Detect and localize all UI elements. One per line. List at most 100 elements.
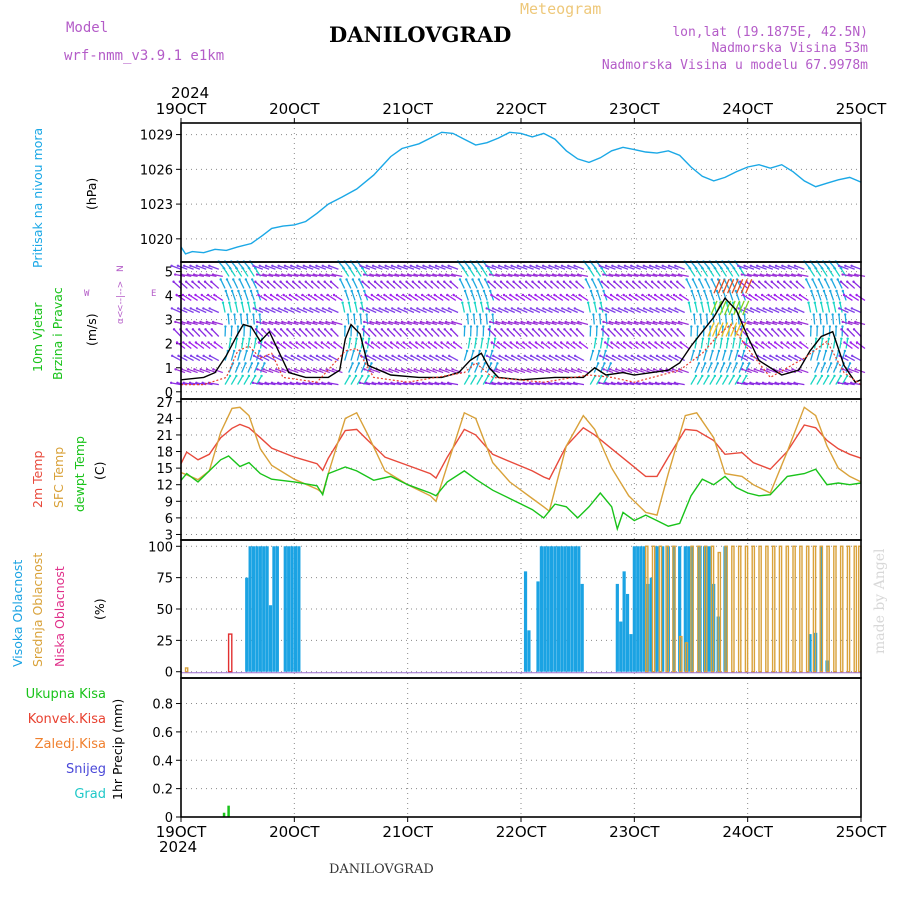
wind-arrow-head — [567, 307, 570, 310]
bar-high_cloud — [687, 546, 691, 672]
wind-arrow — [402, 294, 413, 302]
wind-arrow — [187, 321, 198, 326]
wind-arrow-head — [630, 307, 633, 310]
wind-arrow — [247, 302, 251, 313]
bars-mid_cloud — [184, 545, 862, 673]
wind-arrow-head — [659, 368, 662, 371]
wind-arrow-head — [388, 320, 391, 324]
bar-high_cloud — [672, 546, 676, 672]
wind-arrow-head — [561, 354, 564, 358]
wind-arrow — [566, 341, 576, 350]
wind-arrow-head — [288, 293, 292, 297]
wind-arrow-head — [669, 280, 673, 283]
wind-arrow — [590, 290, 595, 301]
wind-arrow — [237, 375, 244, 385]
wind-arrow — [351, 290, 356, 301]
wind-arrow — [849, 294, 860, 302]
wind-arrow — [785, 321, 796, 326]
wind-arrow-head — [565, 293, 569, 297]
wind-arrow — [261, 281, 270, 289]
wind-arrow — [356, 375, 363, 385]
wind-arrow — [631, 307, 641, 314]
wind-arrow-head — [740, 273, 744, 276]
wind-arrow — [480, 338, 484, 349]
wind-arrow-head — [822, 289, 826, 293]
wind-arrow — [572, 294, 583, 302]
wind-arrow-head — [370, 293, 373, 297]
wind-arrow-head — [567, 354, 571, 358]
wind-arrow — [173, 328, 182, 337]
y-tick-label: 1023 — [140, 198, 173, 213]
wind-arrow — [261, 328, 270, 337]
wind-arrow-head — [628, 293, 632, 297]
wind-arrow-head — [496, 362, 499, 365]
wind-arrow — [609, 321, 620, 326]
wind-arrow — [678, 321, 689, 326]
wind-arrow-head — [507, 320, 511, 324]
wind-arrow — [691, 290, 696, 301]
wind-arrow-head — [646, 368, 649, 371]
wind-arrow-head — [544, 328, 547, 331]
wind-arrow-head — [211, 273, 215, 276]
wind-arrow — [497, 294, 507, 302]
wind-arrow — [629, 294, 639, 302]
wind-arrow — [604, 341, 614, 350]
wind-arrow — [835, 290, 841, 301]
cloud-unit: (%) — [92, 598, 107, 620]
wind-arrow-head — [570, 273, 574, 276]
wind-arrow — [411, 355, 421, 362]
wind-arrow-head — [753, 320, 756, 324]
wind-arrow-head — [531, 328, 535, 331]
bar-total_precip — [222, 812, 226, 817]
wind-arrow — [350, 261, 358, 270]
wind-arrow-head — [293, 368, 297, 371]
wind-arrow — [486, 307, 497, 314]
wind-arrow-head — [309, 354, 312, 358]
wind-arrow — [721, 375, 729, 385]
wind-arrow — [847, 328, 856, 337]
wind-arrow-head — [816, 289, 819, 293]
gust-arrow — [730, 322, 738, 337]
wind-arrow — [448, 355, 459, 362]
wind-arrow — [491, 294, 501, 302]
wind-arrow-head — [563, 328, 566, 331]
wind-arrow — [611, 341, 620, 350]
wind-arrow — [370, 368, 381, 374]
wind-arrow-head — [210, 328, 214, 331]
meteogram-label: Meteogram — [520, 0, 602, 18]
wind-arrow-head — [641, 293, 644, 297]
wind-arrow-head — [616, 381, 620, 385]
wind-arrow-head — [277, 264, 280, 267]
y-tick-label: 0.2 — [152, 783, 173, 798]
wind-arrow-head — [662, 354, 665, 358]
wind-arrow-head — [420, 293, 424, 297]
wind-arrow-head — [198, 328, 201, 331]
wind-arrow — [444, 328, 453, 337]
wind-arrow — [573, 341, 583, 350]
wind-arrow — [284, 307, 295, 314]
wind-arrow — [600, 302, 604, 313]
wind-arrow-head — [424, 280, 427, 283]
wind-arrow — [420, 273, 431, 278]
wind-arrow — [282, 273, 293, 278]
wind-arrow — [721, 350, 726, 361]
wind-arrow-head — [361, 280, 364, 283]
wind-arrow — [694, 363, 700, 373]
wind-arrow-head — [630, 264, 633, 267]
wind-arrow-head — [458, 278, 462, 281]
wind-arrow-head — [504, 264, 507, 267]
wind-arrow — [845, 307, 855, 314]
wind-arrow — [600, 355, 610, 362]
wind-arrow — [515, 368, 526, 374]
wind-arrow — [625, 355, 635, 362]
wind-arrow-head — [339, 278, 342, 281]
wind-arrow — [743, 341, 753, 350]
wind-arrow-head — [545, 368, 549, 371]
wind-arrow — [452, 273, 463, 278]
wind-arrow — [417, 355, 427, 362]
wind-arrow-head — [577, 320, 580, 324]
wind-arrow-head — [603, 293, 606, 297]
wind-arrow-head — [833, 374, 836, 378]
wind-arrow — [280, 281, 289, 289]
wind-arrow — [516, 341, 526, 350]
